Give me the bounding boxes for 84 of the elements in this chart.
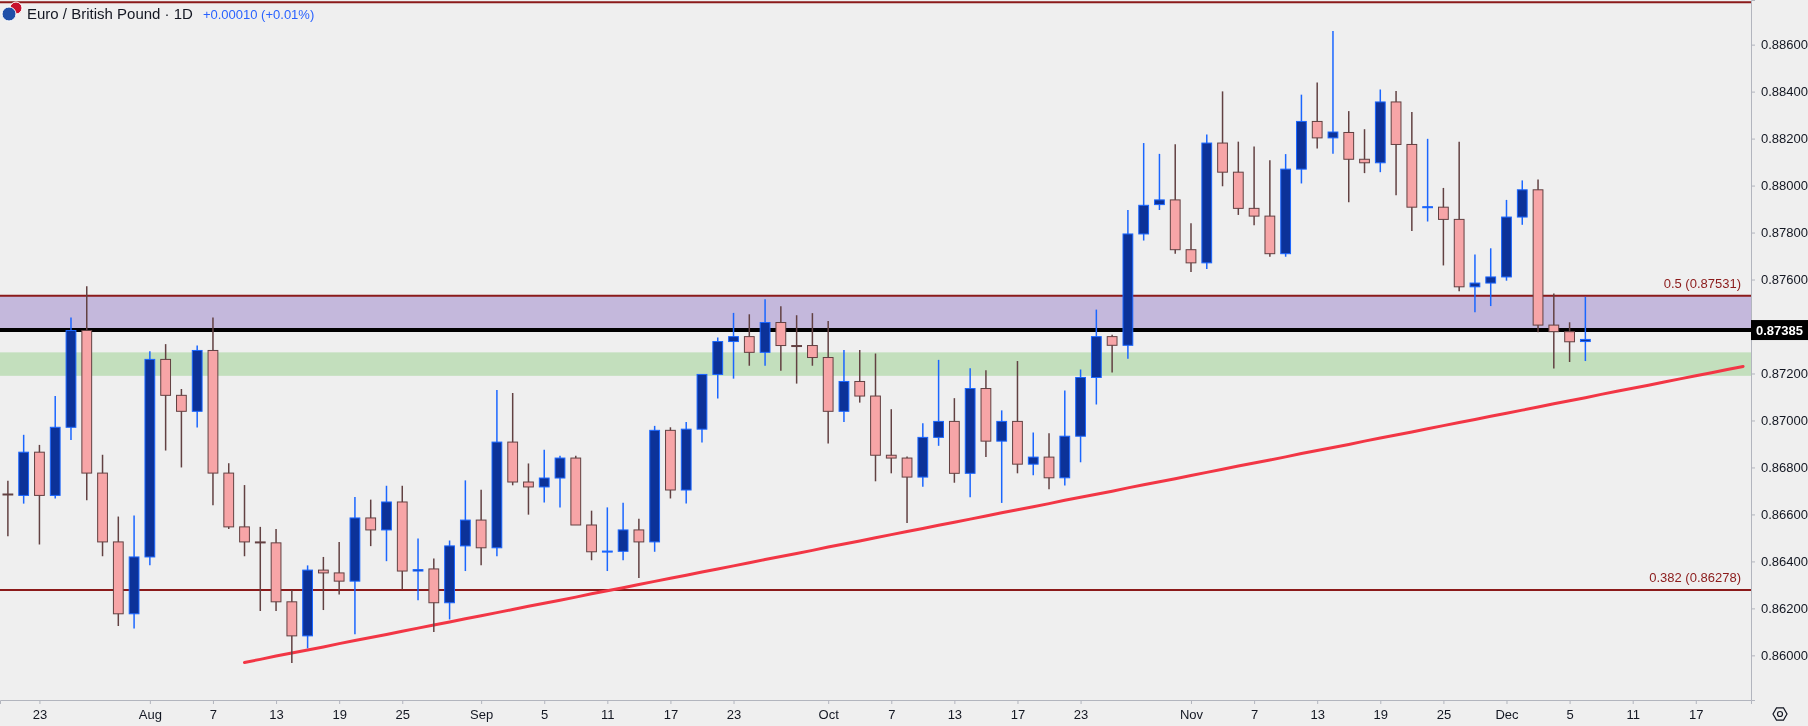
y-tick-label: 0.88000 — [1761, 178, 1808, 194]
y-tick-label: 0.87800 — [1761, 225, 1808, 241]
x-tick-label: 19 — [1373, 707, 1389, 723]
x-tick-label: 17 — [663, 707, 679, 723]
ref-line-label: 0.382 (0.86278) — [1649, 570, 1741, 586]
candlestick — [1106, 333, 1118, 374]
candlestick — [1154, 153, 1165, 211]
candlestick — [775, 305, 787, 372]
candlestick — [412, 537, 424, 601]
x-tick-label: 23 — [1073, 707, 1089, 723]
candlestick — [807, 312, 818, 367]
candlestick — [633, 517, 645, 579]
x-tick-label: 13 — [1310, 707, 1325, 723]
y-tick-label: 0.88400 — [1761, 84, 1808, 100]
x-tick-label: 5 — [1566, 707, 1574, 723]
chart-title: Euro / British Pound · 1D — [27, 5, 194, 22]
x-tick-label: 23 — [726, 707, 742, 723]
text: +0.00010 (+0.01%) — [202, 7, 315, 22]
y-tick-label: 0.88200 — [1761, 131, 1808, 147]
x-tick-label: 5 — [541, 707, 549, 723]
y-tick-label: 0.87200 — [1761, 366, 1808, 382]
candlestick — [854, 349, 866, 404]
y-tick-label: 0.86000 — [1761, 648, 1808, 664]
x-tick-label: 13 — [947, 707, 963, 723]
ref-line-label: 0.5 (0.87531) — [1663, 275, 1741, 291]
x-tick-label: 23 — [32, 707, 48, 723]
candlestick — [523, 462, 534, 516]
x-tick-label: 17 — [1689, 707, 1704, 723]
candlestick — [996, 409, 1008, 504]
x-tick-label: 11 — [1626, 707, 1640, 723]
candlestick — [176, 388, 187, 469]
x-tick-label: Sep — [470, 707, 494, 723]
candlestick — [617, 501, 629, 561]
candlestick — [1564, 321, 1575, 363]
x-tick-label: Oct — [818, 707, 840, 723]
candlestick — [365, 498, 377, 547]
candlestick — [1185, 222, 1197, 273]
candlestick — [1311, 81, 1323, 150]
candlestick — [791, 314, 803, 385]
x-tick-label: Aug — [138, 707, 162, 723]
y-tick-label: 0.86400 — [1761, 554, 1808, 570]
candlestick — [1043, 432, 1055, 491]
candlestick — [538, 449, 550, 504]
x-tick-label: 25 — [1436, 707, 1452, 723]
candlestick — [1579, 296, 1591, 362]
y-tick-label: 0.86600 — [1761, 507, 1808, 523]
candlestick — [1248, 145, 1260, 227]
x-tick-label: Dec — [1495, 707, 1520, 723]
candlestick — [1359, 128, 1370, 174]
candlestick — [554, 454, 566, 509]
candlestick — [743, 313, 755, 367]
x-tick-label: 7 — [209, 707, 218, 723]
y-tick-label: 0.86800 — [1761, 460, 1808, 476]
candlestick — [885, 408, 897, 475]
candlestick — [933, 359, 944, 447]
candlestick — [317, 556, 329, 611]
candlestick — [1469, 253, 1481, 313]
candlestick — [728, 312, 739, 380]
candlestick — [1438, 187, 1449, 267]
candlestick — [1548, 292, 1560, 370]
y-tick-label: 0.87600 — [1761, 272, 1808, 288]
y-tick-label: 0.86200 — [1761, 601, 1808, 617]
candlestick — [239, 484, 250, 557]
x-tick-label: 19 — [332, 707, 347, 723]
candlestick — [1485, 247, 1497, 307]
x-tick-label: 11 — [601, 707, 615, 723]
x-tick-label: 17 — [1010, 707, 1026, 723]
candlestick — [1327, 30, 1339, 155]
candlestick — [1027, 431, 1039, 476]
line-series — [243, 364, 1745, 664]
candlestick — [901, 455, 913, 524]
candlestick — [333, 541, 345, 596]
candlestick — [254, 526, 266, 612]
x-tick-label: Nov — [1179, 707, 1204, 723]
x-tick-label: 13 — [269, 707, 284, 723]
ref-line-label: 0.87385 — [1756, 323, 1803, 339]
candlestick — [2, 480, 14, 538]
x-tick-label: 7 — [888, 707, 896, 723]
candlestick — [601, 506, 613, 572]
candlestick — [1422, 138, 1434, 223]
y-tick-label: 0.87000 — [1761, 413, 1808, 429]
x-tick-label: 7 — [1250, 707, 1259, 723]
y-tick-label: 0.88600 — [1761, 37, 1808, 53]
x-tick-label: 25 — [395, 707, 410, 723]
